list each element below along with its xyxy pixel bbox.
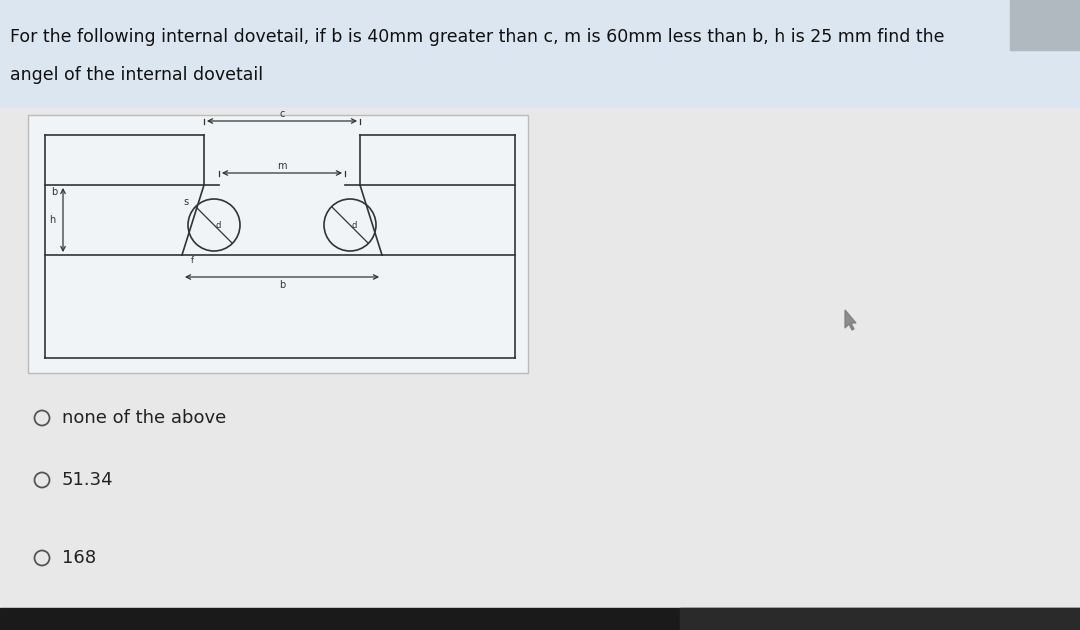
Text: angel of the internal dovetail: angel of the internal dovetail <box>10 66 264 84</box>
Text: m: m <box>278 161 287 171</box>
Text: 168: 168 <box>62 549 96 567</box>
Polygon shape <box>845 310 856 330</box>
Bar <box>28 115 528 373</box>
Text: f: f <box>190 256 193 265</box>
Text: h: h <box>49 215 55 225</box>
Text: c: c <box>280 109 285 119</box>
Text: b: b <box>51 187 57 197</box>
Bar <box>1010 0 1080 50</box>
Bar <box>680 608 1080 630</box>
Text: d: d <box>352 221 357 230</box>
Bar <box>0 608 1080 630</box>
Text: 51.34: 51.34 <box>62 471 113 489</box>
Text: d: d <box>216 221 221 230</box>
Text: s: s <box>184 197 189 207</box>
Text: none of the above: none of the above <box>62 409 226 427</box>
Text: For the following internal dovetail, if b is 40mm greater than c, m is 60mm less: For the following internal dovetail, if … <box>10 28 945 46</box>
Text: b: b <box>279 280 285 290</box>
Bar <box>0 108 1080 630</box>
Bar <box>0 0 1080 108</box>
